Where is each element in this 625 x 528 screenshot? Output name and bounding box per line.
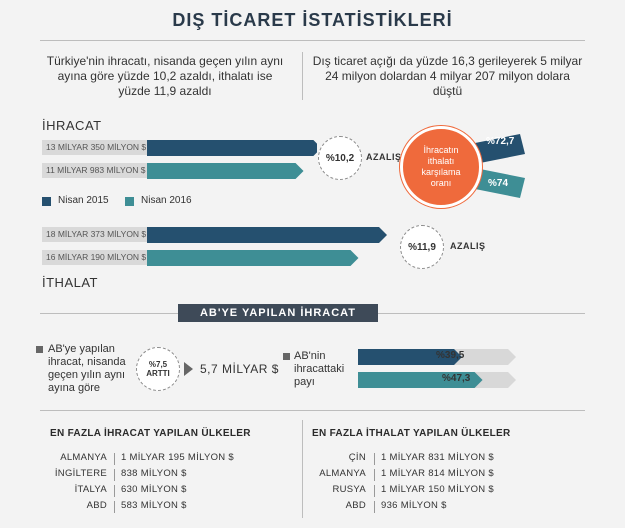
exports-2016-bar [147, 163, 304, 179]
exports-direction: AZALIŞ [366, 152, 402, 162]
coverage-circle: İhracatın ithalatı karşılama oranı [400, 126, 482, 208]
row-separator [114, 453, 115, 465]
top-import-value: 1 MİLYAR 150 MİLYON $ [381, 484, 494, 495]
eu-growth-badge: %7,5 ARTTI [136, 347, 180, 391]
coverage-2015-tag [470, 134, 525, 164]
exports-pct-badge: %10,2 [318, 136, 362, 180]
eu-banner: AB'YE YAPILAN İHRACAT [178, 304, 378, 322]
coverage-2016: %74 [488, 178, 509, 189]
top-exports-heading: EN FAZLA İHRACAT YAPILAN ÜLKELER [50, 428, 251, 439]
top-import-value: 1 MİLYAR 814 MİLYON $ [381, 468, 494, 479]
row-separator [114, 501, 115, 513]
eu-share-bars [358, 349, 516, 388]
eu-share-bullet [283, 353, 290, 360]
imports-2016-bar [147, 250, 359, 266]
lists-vdivider [302, 420, 303, 518]
legend-2015: Nisan 2015 [58, 195, 109, 206]
legend-2015-swatch [42, 197, 51, 206]
top-export-country: ABD [86, 500, 107, 511]
imports-label: İTHALAT [42, 275, 98, 290]
coverage-circle-text: İhracatın ithalatı karşılama oranı [421, 145, 461, 188]
top-export-value: 1 MİLYAR 195 MİLYON $ [121, 452, 234, 463]
top-export-value: 838 MİLYON $ [121, 468, 187, 479]
top-import-country: ABD [345, 500, 366, 511]
row-separator [374, 485, 375, 497]
top-import-country: RUSYA [332, 484, 366, 495]
imports-2016-bar-svg [147, 250, 359, 266]
arrow-right-icon [184, 362, 193, 376]
imports-pct: %11,9 [408, 241, 436, 253]
legend-2016: Nisan 2016 [141, 195, 192, 206]
intro-right: Dış ticaret açığı da yüzde 16,3 gerileye… [312, 54, 583, 98]
exports-2016-label: 11 MİLYAR 983 MİLYON $ [42, 163, 147, 178]
eu-share-2015-bar [358, 349, 463, 365]
exports-2015-label: 13 MİLYAR 350 MİLYON $ [42, 140, 147, 155]
top-export-value: 630 MİLYON $ [121, 484, 187, 495]
coverage-2015: %72,7 [486, 136, 515, 147]
eu-badge-label: ARTTI [146, 369, 170, 378]
eu-bullet [36, 346, 43, 353]
exports-2016-bar-svg [147, 163, 304, 179]
coverage-2016-tag [470, 168, 525, 198]
eu-share-label: AB'nin ihracattaki payı [294, 350, 345, 388]
row-separator [114, 469, 115, 481]
top-export-country: İTALYA [74, 484, 107, 495]
top-export-country: İNGİLTERE [54, 468, 107, 479]
imports-2015-label: 18 MİLYAR 373 MİLYON $ [42, 227, 147, 242]
row-separator [114, 485, 115, 497]
top-export-value: 583 MİLYON $ [121, 500, 187, 511]
eu-share-2016-bar [358, 372, 483, 388]
imports-direction: AZALIŞ [450, 241, 486, 251]
intro-left: Türkiye'nin ihracatı, nisanda geçen yılı… [46, 54, 284, 98]
eu-text: AB'ye yapılan ihracat, nisanda geçen yıl… [48, 343, 126, 394]
imports-2016-label: 16 MİLYAR 190 MİLYON $ [42, 250, 147, 265]
intro-divider [302, 52, 303, 100]
imports-2015-bar-svg [147, 227, 387, 243]
top-imports-heading: EN FAZLA İTHALAT YAPILAN ÜLKELER [312, 428, 511, 439]
exports-label: İHRACAT [42, 118, 102, 133]
imports-pct-badge: %11,9 [400, 225, 444, 269]
lists-divider [40, 410, 585, 411]
row-separator [374, 501, 375, 513]
eu-share-2016: %47,3 [442, 373, 471, 384]
top-import-country: ALMANYA [319, 468, 366, 479]
title-divider [40, 40, 585, 41]
eu-badge-pct: %7,5 [148, 360, 168, 369]
coverage-tags-svg [470, 134, 525, 198]
top-import-country: ÇİN [348, 452, 366, 463]
exports-2015-bar-svg [147, 140, 317, 156]
page-title: DIŞ TİCARET İSTATİSTİKLERİ [172, 10, 453, 30]
exports-pct: %10,2 [325, 152, 355, 164]
top-import-value: 1 MİLYAR 831 MİLYON $ [381, 452, 494, 463]
imports-2015-bar [147, 227, 387, 243]
eu-share-2015: %39,5 [436, 350, 465, 361]
exports-2015-bar [147, 140, 317, 156]
top-import-value: 936 MİLYON $ [381, 500, 447, 511]
row-separator [374, 453, 375, 465]
eu-amount: 5,7 MİLYAR $ [200, 362, 279, 376]
legend-2016-swatch [125, 197, 134, 206]
top-export-country: ALMANYA [60, 452, 107, 463]
row-separator [374, 469, 375, 481]
